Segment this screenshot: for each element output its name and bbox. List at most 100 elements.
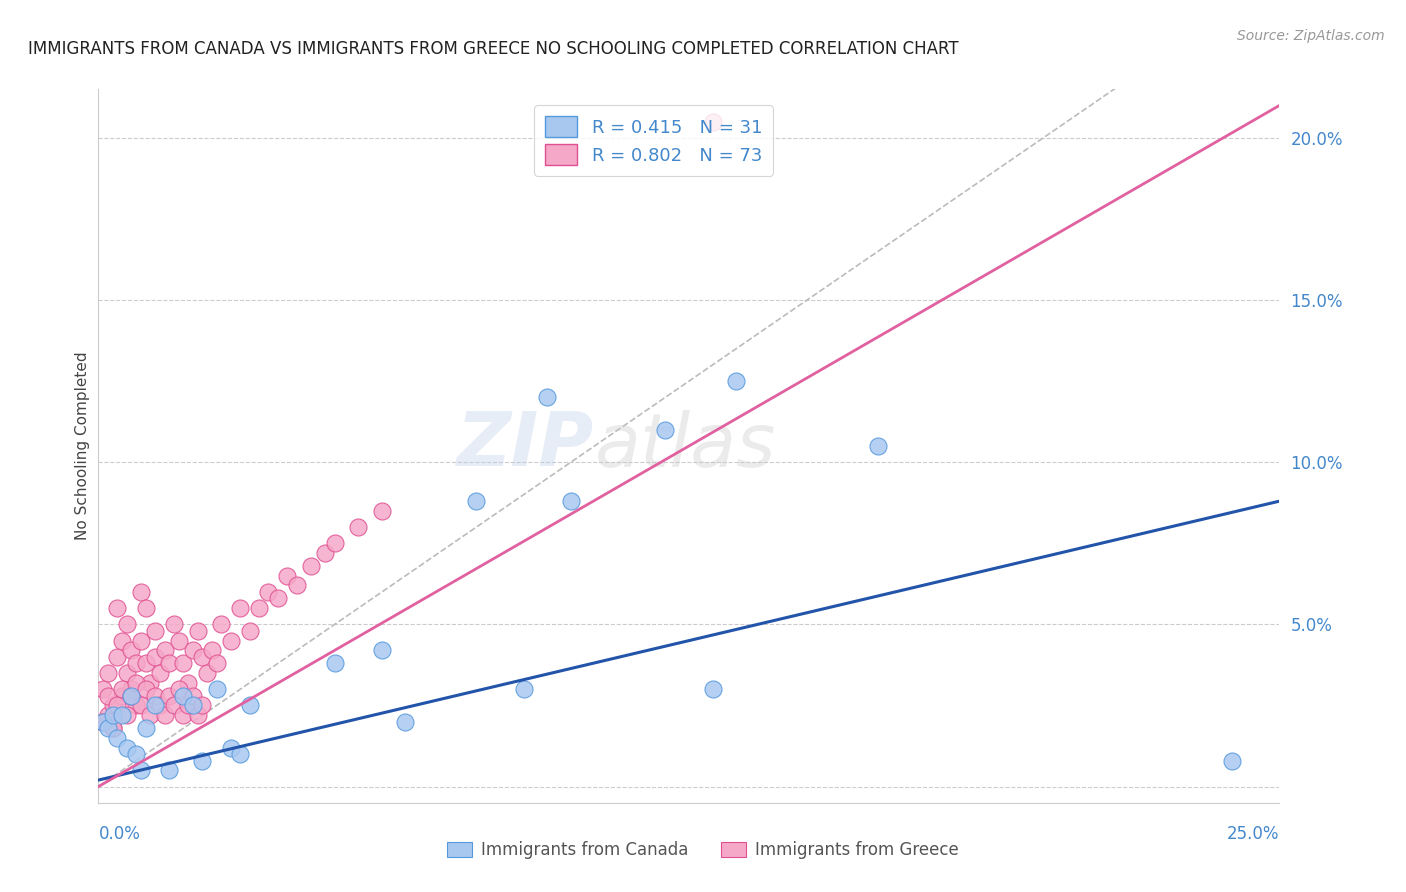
Point	[163, 617, 186, 632]
Point	[191, 754, 214, 768]
Point	[167, 682, 190, 697]
Point	[187, 708, 209, 723]
Point	[219, 740, 242, 755]
Point	[91, 682, 114, 697]
Point	[125, 698, 148, 713]
Point	[191, 649, 214, 664]
Point	[135, 657, 157, 671]
Point	[101, 721, 124, 735]
Point	[125, 657, 148, 671]
Point	[172, 689, 194, 703]
Point	[187, 624, 209, 638]
Point	[105, 698, 128, 713]
Point	[157, 657, 180, 671]
Legend: R = 0.415   N = 31, R = 0.802   N = 73: R = 0.415 N = 31, R = 0.802 N = 73	[534, 105, 773, 176]
Point	[512, 682, 534, 697]
Point	[285, 578, 308, 592]
Point	[153, 708, 176, 723]
Point	[129, 585, 152, 599]
Point	[177, 675, 200, 690]
Point	[209, 617, 232, 632]
Point	[702, 114, 724, 128]
Point	[91, 714, 114, 729]
Point	[115, 617, 138, 632]
Point	[560, 494, 582, 508]
Point	[725, 374, 748, 388]
Point	[143, 698, 166, 713]
Point	[97, 689, 120, 703]
Y-axis label: No Schooling Completed: No Schooling Completed	[75, 351, 90, 541]
Point	[97, 708, 120, 723]
Point	[111, 633, 134, 648]
Point	[257, 585, 280, 599]
Point	[143, 649, 166, 664]
Point	[139, 708, 162, 723]
Point	[115, 740, 138, 755]
Point	[229, 747, 252, 761]
Point	[125, 675, 148, 690]
Point	[121, 689, 143, 703]
Point	[143, 624, 166, 638]
Point	[121, 689, 143, 703]
Point	[105, 601, 128, 615]
Point	[371, 643, 394, 657]
Point	[125, 747, 148, 761]
Point	[239, 624, 262, 638]
Point	[195, 666, 218, 681]
Point	[111, 689, 134, 703]
Point	[135, 721, 157, 735]
Point	[866, 439, 889, 453]
Point	[465, 494, 488, 508]
Point	[129, 764, 152, 778]
Point	[121, 682, 143, 697]
Point	[219, 633, 242, 648]
Point	[299, 559, 322, 574]
Point	[323, 536, 346, 550]
Point	[105, 731, 128, 745]
Point	[91, 714, 114, 729]
Point	[115, 708, 138, 723]
Point	[97, 721, 120, 735]
Point	[314, 546, 336, 560]
Point	[129, 698, 152, 713]
Point	[205, 682, 228, 697]
Point	[111, 708, 134, 723]
Point	[247, 601, 270, 615]
Point	[172, 708, 194, 723]
Point	[121, 643, 143, 657]
Point	[267, 591, 290, 606]
Point	[135, 682, 157, 697]
Text: Source: ZipAtlas.com: Source: ZipAtlas.com	[1237, 29, 1385, 43]
Point	[371, 504, 394, 518]
Point	[135, 601, 157, 615]
Point	[149, 698, 172, 713]
Point	[654, 423, 676, 437]
Point	[139, 675, 162, 690]
Point	[177, 698, 200, 713]
Point	[1220, 754, 1243, 768]
Point	[153, 643, 176, 657]
Point	[181, 689, 204, 703]
Point	[323, 657, 346, 671]
Point	[91, 714, 114, 729]
Point	[143, 689, 166, 703]
Point	[111, 682, 134, 697]
Point	[181, 698, 204, 713]
Point	[149, 666, 172, 681]
Point	[115, 666, 138, 681]
Point	[347, 520, 370, 534]
Text: 25.0%: 25.0%	[1227, 825, 1279, 843]
Text: atlas: atlas	[595, 410, 776, 482]
Point	[97, 666, 120, 681]
Point	[702, 682, 724, 697]
Point	[181, 643, 204, 657]
Point	[172, 657, 194, 671]
Point	[205, 657, 228, 671]
Point	[276, 568, 298, 582]
Text: IMMIGRANTS FROM CANADA VS IMMIGRANTS FROM GREECE NO SCHOOLING COMPLETED CORRELAT: IMMIGRANTS FROM CANADA VS IMMIGRANTS FRO…	[28, 40, 959, 58]
Point	[105, 649, 128, 664]
Point	[536, 390, 558, 404]
Point	[191, 698, 214, 713]
Point	[101, 698, 124, 713]
Point	[394, 714, 416, 729]
